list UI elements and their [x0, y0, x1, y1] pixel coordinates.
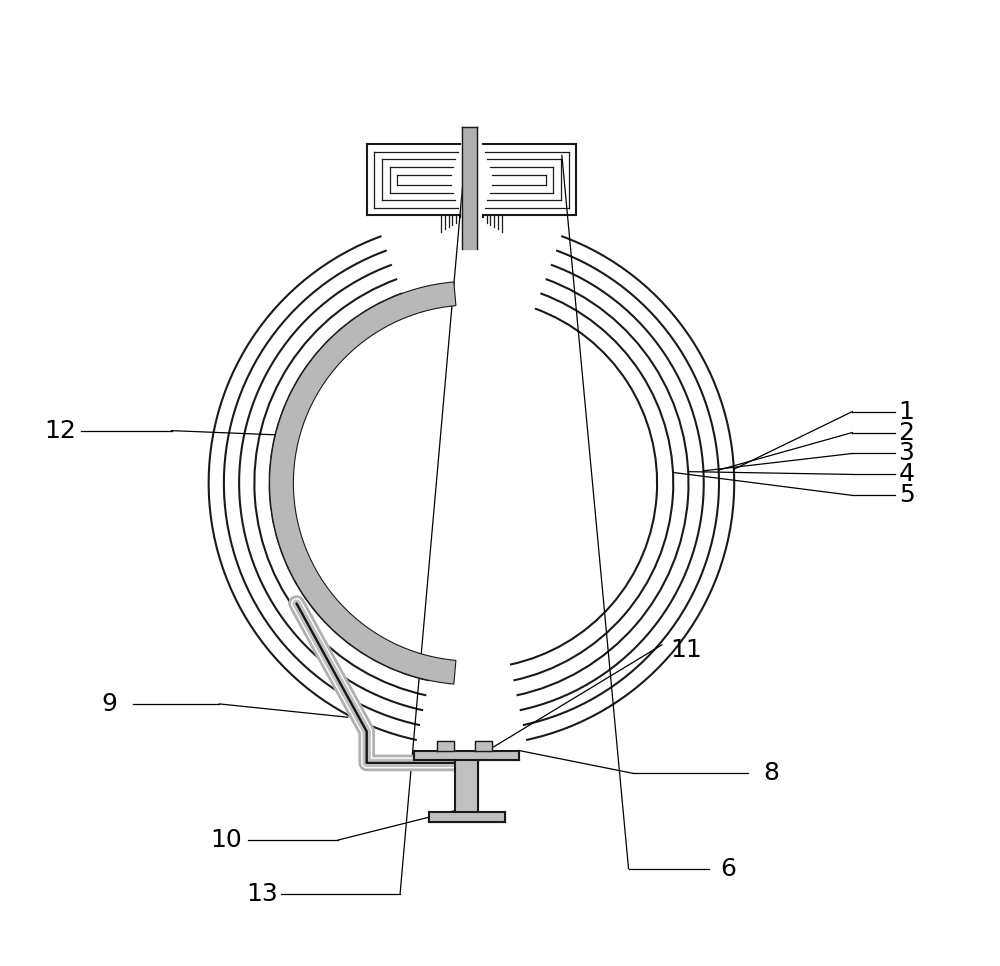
Text: 3: 3 [899, 441, 914, 466]
Text: 1: 1 [899, 400, 914, 424]
Wedge shape [270, 282, 456, 684]
Text: 4: 4 [899, 463, 915, 487]
Text: 8: 8 [763, 761, 779, 785]
Text: 12: 12 [44, 418, 76, 442]
Text: 5: 5 [899, 483, 914, 507]
Text: 11: 11 [670, 638, 702, 662]
Text: 9: 9 [102, 692, 118, 716]
Text: 6: 6 [721, 857, 737, 881]
Text: 2: 2 [899, 420, 915, 444]
Circle shape [291, 302, 652, 664]
Text: 10: 10 [210, 828, 242, 852]
Text: 13: 13 [246, 882, 278, 906]
